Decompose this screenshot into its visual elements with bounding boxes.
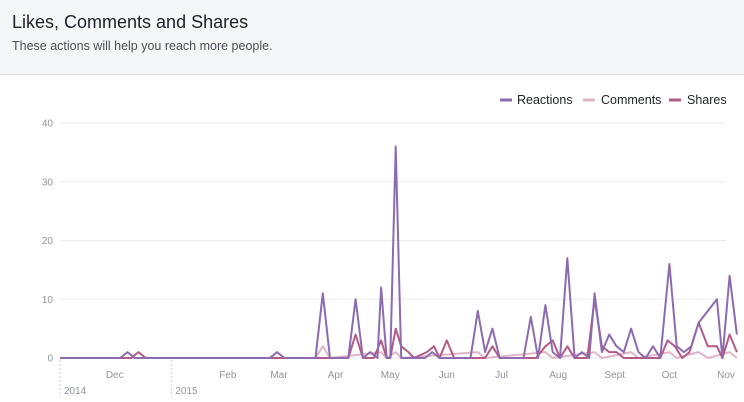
y-tick-label-20: 20 (42, 236, 54, 247)
y-tick-label-10: 10 (42, 295, 54, 306)
series-line-shares (60, 298, 738, 359)
section-subtitle: These actions will help you reach more p… (12, 39, 273, 53)
year-label-2014: 2014 (64, 386, 87, 397)
series-line-comments (60, 345, 738, 359)
y-tick-label-0: 0 (47, 354, 53, 365)
x-tick-label-jul: Jul (495, 370, 508, 381)
x-tick-label-aug: Aug (549, 370, 567, 381)
legend-item-reactions[interactable]: Reactions (500, 93, 573, 107)
legend-label-comments: Comments (601, 93, 661, 107)
legend-label-reactions: Reactions (517, 93, 573, 107)
x-tick-label-apr: Apr (328, 370, 344, 381)
y-axis: 0 10 20 30 40 (42, 119, 54, 365)
section-title: Likes, Comments and Shares (12, 12, 249, 32)
x-tick-label-oct: Oct (662, 370, 678, 381)
x-tick-label-jun: Jun (439, 370, 455, 381)
x-tick-label-mar: Mar (270, 370, 288, 381)
legend-item-comments[interactable]: Comments (583, 93, 661, 107)
x-tick-label-dec: Dec (106, 370, 124, 381)
y-tick-label-30: 30 (42, 177, 54, 188)
section-header: Likes, Comments and Shares These actions… (0, 0, 744, 75)
series-line-reactions (60, 145, 738, 359)
x-tick-label-sept: Sept (604, 370, 625, 381)
chart-series-lines (60, 145, 738, 359)
x-axis: Dec Feb Mar Apr May Jun Jul Aug Sept Oct Nov 2014 20… (59, 360, 735, 397)
year-label-2015: 2015 (175, 386, 198, 397)
likes-comments-shares-chart: Reactions Comments Shares 0 10 20 30 40 Dec F… (42, 93, 738, 397)
y-tick-label-40: 40 (42, 119, 54, 130)
legend-label-shares: Shares (687, 93, 727, 107)
legend-item-shares[interactable]: Shares (669, 93, 727, 107)
chart-legend: Reactions Comments Shares (500, 93, 727, 107)
x-tick-label-may: May (381, 370, 400, 381)
x-tick-label-nov: Nov (717, 370, 735, 381)
x-tick-label-feb: Feb (219, 370, 237, 381)
